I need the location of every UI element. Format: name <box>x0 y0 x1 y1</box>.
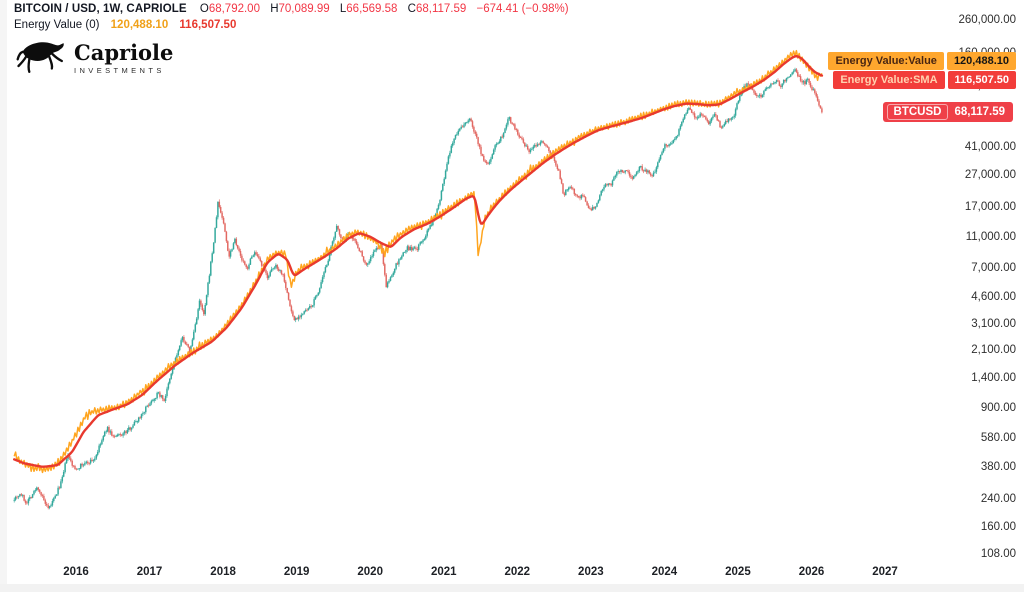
open-value: O68,792.00 <box>199 3 260 15</box>
price-tick-label: 260,000.00 <box>958 14 1016 27</box>
price-tick-label: 240.00 <box>980 492 1016 505</box>
year-tick-label: 2026 <box>798 566 825 578</box>
price-tick-label: 108.00 <box>980 547 1016 560</box>
symbol-title[interactable]: BITCOIN / USD, 1W, CAPRIOLE <box>14 3 187 15</box>
price-tick-label: 4,600.00 <box>971 290 1016 303</box>
energy-value-badge: Energy Value:Value 120,488.10 <box>828 52 1016 70</box>
year-tick-label: 2024 <box>651 566 678 578</box>
horse-icon <box>16 36 66 81</box>
price-tick-label: 7,000.00 <box>971 261 1016 274</box>
logo-wordmark: Capriole INVESTMENTS <box>74 40 174 76</box>
last-price-badge-value: 68,117.59 <box>954 106 1005 118</box>
logo-brand-text: Capriole <box>74 40 174 65</box>
energy-sma-line <box>12 55 824 468</box>
time-scale[interactable]: 2016 2017 2018 2019 2020 2021 2022 2023 2024 2025… <box>0 566 1024 582</box>
price-tick-label: 580.00 <box>980 432 1016 445</box>
energy-value-badge-label: Energy Value:Value <box>828 52 944 70</box>
year-tick-label: 2025 <box>725 566 751 578</box>
candles-up-wicks <box>13 67 814 510</box>
year-tick-label: 2020 <box>357 566 383 578</box>
year-tick-label: 2016 <box>63 566 89 578</box>
energy-sma-badge-value: 116,507.50 <box>947 71 1016 89</box>
year-tick-label: 2021 <box>430 566 457 578</box>
year-tick-label: 2027 <box>872 566 898 578</box>
price-tick-label: 1,400.00 <box>971 371 1016 384</box>
indicator-header[interactable]: Energy Value (0) 120,488.10 116,507.50 <box>14 19 236 31</box>
year-tick-label: 2019 <box>283 566 310 578</box>
price-tick-label: 41,000.00 <box>964 140 1016 153</box>
high-value: H70,089.99 <box>270 3 330 15</box>
price-tick-label: 160.00 <box>980 520 1016 533</box>
price-tick-label: 900.00 <box>980 402 1016 415</box>
energy-sma-badge: Energy Value:SMA 116,507.50 <box>833 71 1016 89</box>
indicator-title[interactable]: Energy Value (0) <box>14 19 100 31</box>
close-value: C68,117.59 <box>407 3 467 15</box>
low-value: L66,569.58 <box>339 3 398 15</box>
price-tick-label: 3,100.00 <box>971 317 1016 330</box>
price-tick-label: 11,000.00 <box>965 230 1016 243</box>
year-tick-label: 2018 <box>210 566 236 578</box>
year-tick-label: 2023 <box>578 566 604 578</box>
price-tick-label: 2,100.00 <box>971 344 1016 357</box>
year-tick-label: 2017 <box>136 566 163 578</box>
price-tick-label: 27,000.00 <box>964 169 1016 182</box>
energy-sma-badge-label: Energy Value:SMA <box>833 71 945 89</box>
last-price-badge: BTCUSD 68,117.59 <box>882 102 1013 122</box>
candles-up-bodies <box>13 69 815 508</box>
change-value: −674.41 (−0.98%) <box>476 3 569 15</box>
year-tick-label: 2022 <box>504 566 531 578</box>
capriole-logo: Capriole INVESTMENTS <box>16 36 173 81</box>
symbol-header[interactable]: BITCOIN / USD, 1W, CAPRIOLE O68,792.00 H… <box>14 3 569 15</box>
price-tick-label: 380.00 <box>980 461 1016 474</box>
price-tick-label: 17,000.00 <box>964 200 1016 213</box>
last-price-badge-symbol: BTCUSD <box>886 104 949 120</box>
indicator-sma-value: 116,507.50 <box>179 19 237 31</box>
logo-subtitle-text: INVESTMENTS <box>74 66 165 75</box>
candles-down-wicks <box>16 68 823 510</box>
bottom-gutter <box>0 584 1024 592</box>
left-gutter <box>0 0 7 592</box>
indicator-energy-value: 120,488.10 <box>110 19 169 31</box>
candles-down-bodies <box>16 69 823 508</box>
energy-value-badge-value: 120,488.10 <box>946 52 1016 70</box>
